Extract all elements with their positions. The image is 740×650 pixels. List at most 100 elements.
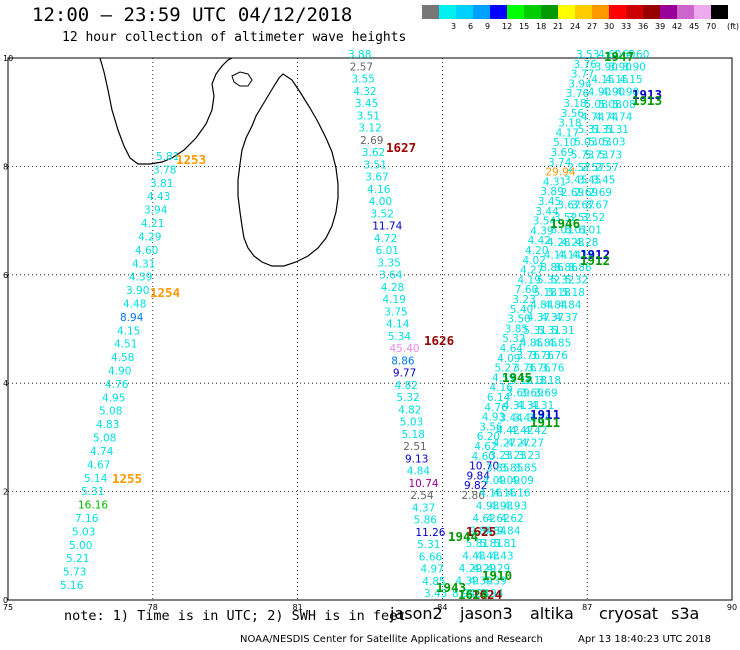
wave-height-label: 3.67 bbox=[365, 172, 388, 184]
colorbar-label: 12 bbox=[502, 22, 513, 31]
wave-height-label: 5.31 bbox=[592, 124, 615, 136]
wave-height-label: 4.85 bbox=[422, 576, 445, 588]
wave-height-label: 5.31 bbox=[551, 325, 574, 337]
pass-time-label: 1254 bbox=[150, 285, 180, 300]
wave-height-label: 4.93 bbox=[504, 500, 527, 512]
wave-height-label: 4.14 bbox=[572, 250, 596, 262]
wave-height-label: 3.18 bbox=[563, 98, 586, 110]
wave-height-label: 4.62 bbox=[474, 441, 497, 453]
wave-height-label: 4.82 bbox=[395, 380, 418, 392]
wave-height-label: 4.31 bbox=[543, 176, 566, 188]
wave-height-label: 3.81 bbox=[150, 178, 173, 190]
wave-height-label: 4.64 bbox=[500, 343, 524, 355]
pass-time-label: 1947 bbox=[604, 49, 634, 64]
wave-height-label: 3.52 bbox=[568, 212, 591, 224]
wave-height-label: 2.69 bbox=[360, 135, 383, 147]
wave-height-label: 3.44 bbox=[514, 413, 538, 425]
wave-height-label: 6.66 bbox=[419, 551, 443, 563]
wave-height-label: 3.94 bbox=[144, 205, 168, 217]
pass-time-label: 1913 bbox=[632, 93, 662, 108]
wave-height-label: 4.60 bbox=[626, 49, 649, 61]
chart-subtitle: 12 hour collection of altimeter wave hei… bbox=[62, 30, 407, 45]
wave-height-label: 3.69 bbox=[520, 387, 543, 399]
pass-time-label: 1626 bbox=[424, 333, 454, 348]
wave-height-label: 4.31 bbox=[517, 400, 540, 412]
wave-height-label: 2.69 bbox=[561, 187, 584, 199]
colorbar-label: 30 bbox=[604, 22, 615, 31]
wave-height-label: 2.57 bbox=[595, 162, 618, 174]
wave-height-label: 3.69 bbox=[534, 387, 557, 399]
colorbar-label: 18 bbox=[536, 22, 547, 31]
wave-height-label: 8.86 bbox=[554, 262, 578, 274]
wave-height-label: 4.74 bbox=[90, 446, 114, 458]
wave-height-label: 3.88 bbox=[348, 49, 371, 61]
wave-height-label: 29.94 bbox=[546, 167, 576, 179]
legend-jason2: jason2 bbox=[390, 604, 443, 623]
wave-height-label: 4.31 bbox=[503, 400, 526, 412]
wave-height-label: 4.43 bbox=[462, 550, 485, 562]
colorbar-unit: (ft) bbox=[727, 22, 740, 31]
time-label-layer: 1253 1254 1255 1627 1626 1625 1624 1947 1946 1945… bbox=[112, 49, 662, 602]
wave-height-label: 3.52 bbox=[371, 208, 394, 220]
wave-height-label: 4.62 bbox=[472, 513, 495, 525]
wave-height-label: 4.84 bbox=[544, 300, 568, 312]
wave-height-label: 3.44 bbox=[500, 413, 524, 425]
wave-height-label: 2.57 bbox=[581, 162, 604, 174]
wave-height-label: 6.20 bbox=[477, 431, 500, 443]
wave-height-label: 7.16 bbox=[75, 513, 99, 525]
chart-title: 12:00 – 23:59 UTC 04/12/2018 bbox=[32, 4, 353, 26]
wave-height-label: 3.18 bbox=[510, 375, 533, 387]
wave-height-label: 4.90 bbox=[108, 366, 131, 378]
lat-tick-label: 2 bbox=[3, 488, 8, 497]
wave-height-label: 8.86 bbox=[391, 355, 415, 367]
wave-height-label: 4.42 bbox=[528, 235, 551, 247]
wave-height-label: 3.45 bbox=[538, 196, 561, 208]
wave-height-label: 4.90 bbox=[616, 87, 639, 99]
wave-height-label: 8.94 bbox=[120, 312, 144, 324]
wave-height-label: 5.32 bbox=[551, 275, 574, 287]
wave-height-label: 5.32 bbox=[502, 333, 525, 345]
wave-height-label: 4.02 bbox=[523, 255, 546, 267]
wave-height-label: 5.31 bbox=[81, 486, 104, 498]
wave-height-label: 5.32 bbox=[537, 275, 560, 287]
wave-height-label: 4.95 bbox=[102, 392, 125, 404]
wave-height-label: 3.51 bbox=[364, 159, 387, 171]
wave-height-label: 3.77 bbox=[571, 69, 594, 81]
colorbar-label: 42 bbox=[672, 22, 683, 31]
wave-height-label: 4.19 bbox=[383, 294, 406, 306]
wave-height-label: 3.90 bbox=[609, 62, 632, 74]
pass-time-label: 1944 bbox=[448, 529, 478, 544]
colorbar-swatch bbox=[575, 5, 592, 19]
pass-time-label: 1945 bbox=[502, 370, 532, 385]
colorbar-label: 21 bbox=[553, 22, 564, 31]
wave-height-label: 4.42 bbox=[510, 425, 533, 437]
wave-height-label: 3.69 bbox=[551, 147, 574, 159]
wave-height-label: 3.35 bbox=[377, 257, 400, 269]
wave-height-label: 4.37 bbox=[527, 312, 550, 324]
wave-height-label: 8.94 bbox=[452, 588, 476, 600]
wave-height-label: 3.76 bbox=[517, 350, 541, 362]
colorbar-swatch bbox=[711, 5, 728, 19]
colorbar-swatch bbox=[507, 5, 524, 19]
mannar-island bbox=[231, 71, 253, 87]
wave-height-label: 4.39 bbox=[469, 576, 492, 588]
pass-time-label: 1255 bbox=[112, 471, 142, 486]
wave-height-label: 4.28 bbox=[547, 237, 570, 249]
pass-time-label: 1911 bbox=[530, 407, 560, 422]
colorbar-swatch bbox=[626, 5, 643, 19]
wave-height-label: 4.27 bbox=[521, 438, 544, 450]
wave-height-label: 3.90 bbox=[595, 62, 618, 74]
wave-height-label: 4.39 bbox=[483, 576, 506, 588]
wave-height-label: 4.84 bbox=[407, 466, 431, 478]
wave-height-label: 5.10 bbox=[553, 137, 576, 149]
wave-height-label: 4.19 bbox=[518, 274, 541, 286]
wave-height-label: 3.43 bbox=[424, 588, 447, 600]
wave-height-label: 9.82 bbox=[464, 480, 487, 492]
wave-height-label: 6.01 bbox=[565, 225, 588, 237]
footer-note: note: 1) Time is in UTC; 2) SWH is in fe… bbox=[64, 608, 406, 624]
wave-height-label: 8.94 bbox=[480, 588, 504, 600]
wave-height-label: 2.69 bbox=[589, 187, 612, 199]
wave-height-label: 3.55 bbox=[352, 74, 375, 86]
pass-time-label: 1624 bbox=[472, 587, 502, 602]
map-grid bbox=[8, 58, 732, 600]
